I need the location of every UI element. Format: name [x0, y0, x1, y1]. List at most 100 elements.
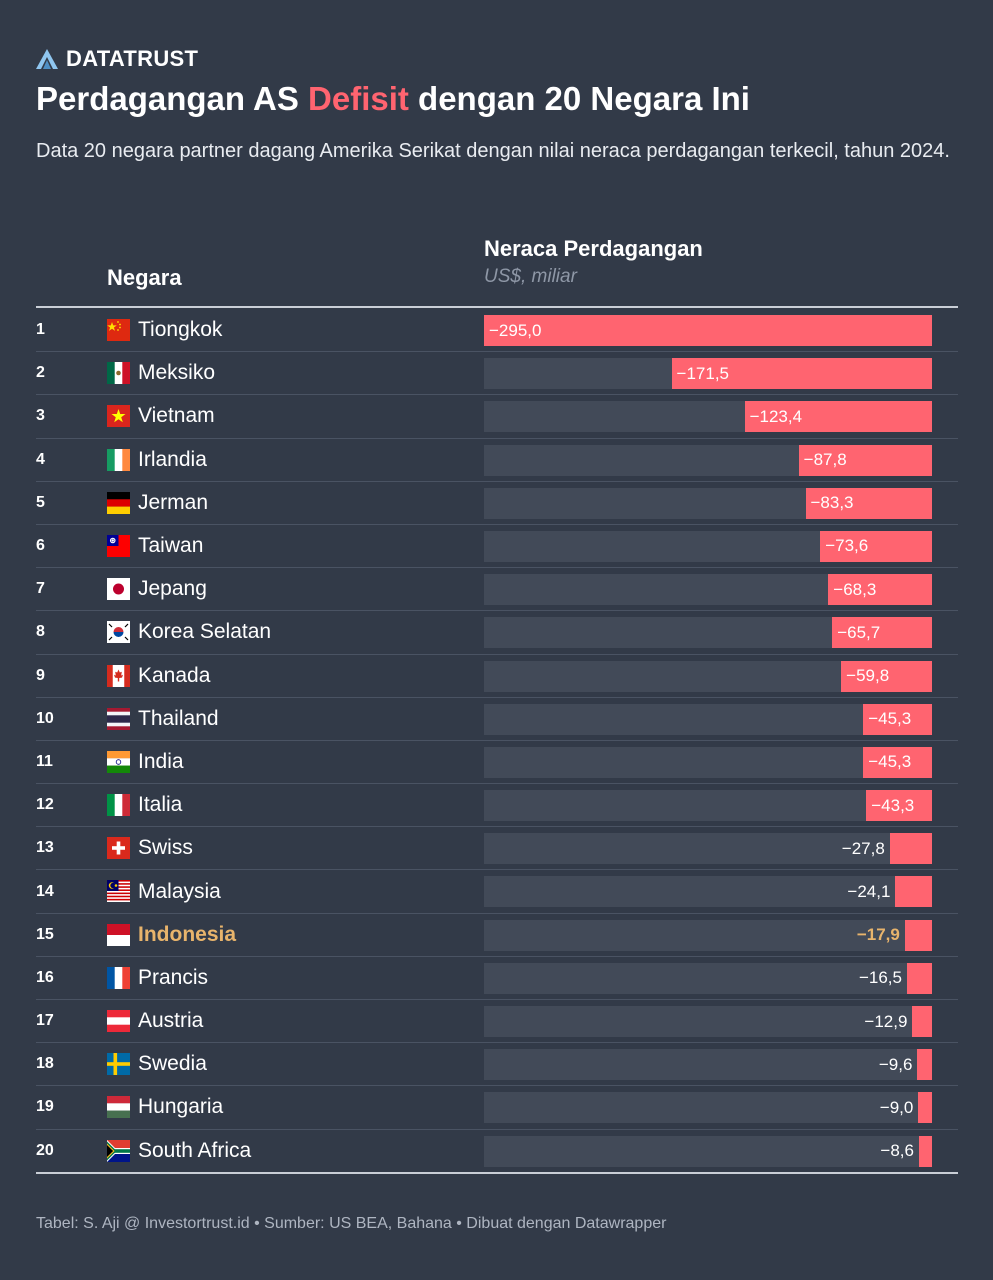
row-country: Vietnam — [138, 404, 215, 428]
footer-credit: Tabel: S. Aji @ Investortrust.id • Sumbe… — [36, 1215, 667, 1232]
table-row: 13 Swiss −27,8 — [36, 827, 958, 871]
bar — [828, 574, 932, 606]
table-body: 1 Tiongkok −295,0 2 Meksiko −171,5 3 Vietnam −12… — [36, 309, 958, 1173]
title-post: dengan 20 Negara Ini — [408, 80, 750, 117]
table-row: 7 Jepang −68,3 — [36, 568, 958, 612]
bar-track: −27,8 — [484, 833, 932, 865]
bar-track: −65,7 — [484, 617, 932, 649]
france-flag-icon — [107, 966, 130, 989]
bar — [918, 1092, 932, 1124]
bar — [912, 1006, 932, 1037]
row-country: Meksiko — [138, 361, 216, 385]
table-row: 3 Vietnam −123,4 — [36, 395, 958, 439]
bar-track: −295,0 — [484, 315, 932, 346]
taiwan-flag-icon — [107, 534, 130, 557]
bar-value-label: −45,3 — [868, 752, 912, 772]
bar — [841, 660, 932, 692]
chart-subtitle: Data 20 negara partner dagang Amerika Se… — [36, 140, 950, 162]
bar — [863, 746, 932, 778]
bar-value-label: −123,4 — [749, 406, 803, 426]
row-country: Austria — [138, 1009, 204, 1033]
brand: DATATRUST — [36, 46, 198, 72]
bar — [904, 919, 932, 951]
vietnam-flag-icon — [107, 405, 130, 428]
table-row: 6 Taiwan −73,6 — [36, 525, 958, 569]
table-row: 4 Irlandia −87,8 — [36, 439, 958, 482]
bar-value-label: −9,6 — [878, 1054, 913, 1074]
south-africa-flag-icon — [107, 1139, 130, 1162]
japan-flag-icon — [107, 578, 130, 601]
china-flag-icon — [107, 319, 130, 341]
footer-rule — [36, 1172, 958, 1174]
header-rule — [36, 306, 958, 308]
bar-value-label: −87,8 — [803, 450, 847, 470]
row-country: Malaysia — [138, 879, 221, 903]
row-rank: 14 — [36, 882, 54, 900]
bar — [895, 876, 932, 908]
bar-track: −9,0 — [484, 1092, 932, 1124]
row-rank: 19 — [36, 1098, 54, 1116]
south-korea-flag-icon — [107, 621, 130, 644]
canada-flag-icon — [107, 664, 130, 687]
column-header-country: Negara — [107, 265, 182, 290]
bar-value-label: −16,5 — [858, 968, 902, 988]
bar-value-label: −45,3 — [868, 709, 912, 729]
bar-value-label: −65,7 — [837, 622, 881, 642]
bar-value-label: −8,6 — [880, 1141, 914, 1161]
title-highlight: Defisit — [308, 80, 409, 117]
row-country: Tiongkok — [138, 318, 223, 342]
bar-value-label: −17,9 — [856, 925, 900, 945]
table-row: 9 Kanada −59,8 — [36, 655, 958, 698]
row-country: Hungaria — [138, 1095, 224, 1119]
table-row: 10 Thailand −45,3 — [36, 698, 958, 741]
table-row: 5 Jerman −83,3 — [36, 482, 958, 525]
bar — [484, 315, 932, 346]
malaysia-flag-icon — [107, 880, 130, 903]
row-country: Italia — [138, 793, 183, 817]
bar-value-label: −27,8 — [841, 838, 885, 858]
bar-track: −43,3 — [484, 790, 932, 822]
bar-track: −73,6 — [484, 530, 932, 562]
bar-track: −83,3 — [484, 487, 932, 519]
column-header-value: Neraca Perdagangan — [484, 236, 703, 261]
row-rank: 3 — [36, 407, 45, 425]
bar — [832, 617, 932, 649]
bar-track: −8,6 — [484, 1135, 932, 1167]
bar-track: −12,9 — [484, 1006, 932, 1037]
bar — [906, 962, 932, 994]
bar-value-label: −59,8 — [846, 666, 890, 685]
row-rank: 9 — [36, 666, 45, 684]
table-row: 8 Korea Selatan −65,7 — [36, 611, 958, 655]
table-row: 16 Prancis −16,5 — [36, 957, 958, 1000]
row-country: Taiwan — [138, 534, 204, 558]
bar — [798, 444, 932, 476]
germany-flag-icon — [107, 491, 130, 514]
bar-track: −24,1 — [484, 876, 932, 908]
bar — [866, 790, 932, 822]
row-country: Irlandia — [138, 447, 207, 471]
bar-value-label: −24,1 — [847, 881, 891, 901]
bar-track: −17,9 — [484, 919, 932, 951]
table-row: 11 India −45,3 — [36, 741, 958, 785]
column-header-unit: US$, miliar — [484, 266, 577, 287]
row-rank: 6 — [36, 537, 45, 555]
row-rank: 10 — [36, 709, 54, 727]
title-pre: Perdagangan AS — [36, 80, 309, 117]
austria-flag-icon — [107, 1010, 130, 1032]
row-country: Swiss — [138, 836, 193, 860]
table-row: 15 Indonesia −17,9 — [36, 914, 958, 957]
row-rank: 2 — [36, 364, 45, 382]
bar — [917, 1049, 932, 1081]
table-row: 17 Austria −12,9 — [36, 1000, 958, 1044]
italy-flag-icon — [107, 794, 130, 817]
table-row: 18 Swedia −9,6 — [36, 1043, 958, 1087]
bar-track: −9,6 — [484, 1049, 932, 1081]
india-flag-icon — [107, 750, 130, 773]
bar-track: −87,8 — [484, 444, 932, 476]
row-rank: 13 — [36, 839, 54, 857]
row-country: South Africa — [138, 1139, 252, 1163]
datatrust-logo-icon — [36, 49, 58, 69]
sweden-flag-icon — [107, 1053, 130, 1076]
bar-track: −16,5 — [484, 962, 932, 994]
row-rank: 16 — [36, 968, 54, 986]
